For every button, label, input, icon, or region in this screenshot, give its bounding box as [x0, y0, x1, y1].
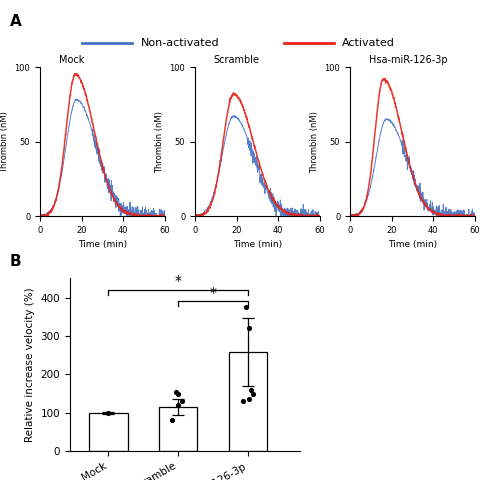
Text: Scramble: Scramble [214, 55, 260, 65]
Text: A: A [10, 14, 22, 29]
X-axis label: Time (min): Time (min) [388, 240, 437, 249]
Text: Activated: Activated [342, 38, 396, 48]
Text: B: B [10, 254, 22, 269]
Point [242, 303, 250, 311]
Point [247, 386, 255, 394]
Point [245, 324, 253, 332]
X-axis label: Time (min): Time (min) [78, 240, 127, 249]
Y-axis label: Thrombin (nM): Thrombin (nM) [0, 111, 9, 172]
Point [174, 391, 182, 398]
Text: Hsa-miR-126-3p: Hsa-miR-126-3p [369, 55, 448, 65]
Point [168, 417, 176, 424]
Point [245, 396, 253, 403]
Point [178, 397, 186, 405]
Point [239, 397, 247, 405]
Point [250, 390, 258, 397]
X-axis label: Time (min): Time (min) [233, 240, 282, 249]
Bar [228, 352, 267, 451]
Text: Mock: Mock [59, 55, 84, 65]
Point [172, 388, 180, 396]
Text: *: * [174, 275, 182, 288]
Bar [89, 413, 128, 451]
Y-axis label: Thrombin (nM): Thrombin (nM) [155, 111, 164, 172]
Y-axis label: Relative increase velocity (%): Relative increase velocity (%) [25, 288, 35, 442]
Y-axis label: Thrombin (nM): Thrombin (nM) [310, 111, 319, 172]
Bar [159, 407, 197, 451]
Point [174, 401, 182, 409]
Point [104, 409, 112, 417]
Text: *: * [210, 286, 216, 300]
Text: Non-activated: Non-activated [141, 38, 220, 48]
